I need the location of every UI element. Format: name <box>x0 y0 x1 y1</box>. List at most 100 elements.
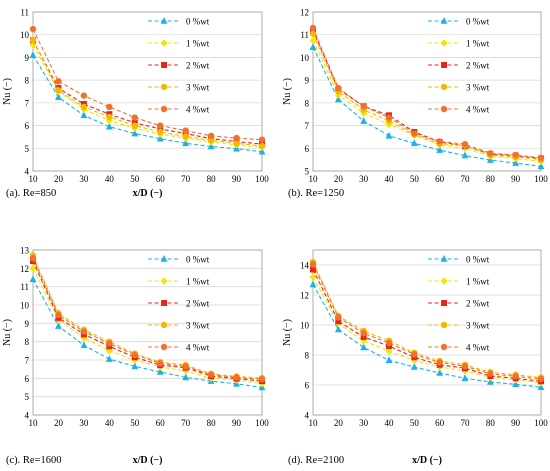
data-point <box>258 147 266 155</box>
legend-marker <box>441 62 447 68</box>
data-point <box>29 275 37 283</box>
legend-marker <box>160 321 168 329</box>
x-tick-label: 100 <box>255 174 269 184</box>
data-point <box>360 334 367 340</box>
series-line <box>32 268 263 385</box>
x-axis-label: x/D (−) <box>412 455 442 466</box>
data-point <box>410 363 418 370</box>
y-tick-label: 9 <box>305 76 310 86</box>
plot-frame <box>312 249 542 416</box>
series-line <box>32 44 263 148</box>
x-tick-label: 70 <box>461 174 471 184</box>
legend-marker <box>161 62 167 68</box>
data-point <box>29 264 37 273</box>
y-tick-label: 5 <box>25 144 30 154</box>
data-point <box>537 154 545 162</box>
y-tick-label: 10 <box>300 53 310 63</box>
x-tick-label: 70 <box>181 174 191 184</box>
data-point <box>182 363 189 370</box>
data-point <box>182 139 190 147</box>
data-point <box>131 114 138 121</box>
data-point <box>106 113 113 121</box>
x-axis-label: x/D (−) <box>133 188 163 199</box>
legend-label: 4 %wt <box>186 343 210 353</box>
legend-label: 3 %wt <box>466 83 490 93</box>
y-tick-label: 11 <box>20 282 29 292</box>
data-point <box>80 103 88 111</box>
data-point <box>233 140 240 147</box>
legend-marker <box>440 17 448 24</box>
data-point <box>461 151 469 159</box>
data-point <box>131 129 139 137</box>
data-point <box>309 36 317 45</box>
series-line <box>32 40 263 145</box>
data-point <box>309 43 317 51</box>
data-point <box>360 103 367 110</box>
data-point <box>106 340 113 347</box>
data-point <box>310 266 316 273</box>
legend-marker <box>440 39 448 47</box>
legend-marker <box>161 300 167 306</box>
x-tick-label: 100 <box>534 174 548 184</box>
data-point <box>80 341 88 349</box>
legend-label: 3 %wt <box>466 321 490 331</box>
data-point <box>157 128 164 136</box>
x-tick-label: 60 <box>435 174 445 184</box>
legend-marker <box>440 83 448 91</box>
series-line <box>312 269 542 382</box>
x-tick-label: 10 <box>29 174 39 184</box>
data-point <box>486 378 494 385</box>
data-point <box>55 311 62 319</box>
series-line <box>312 261 542 379</box>
data-point <box>309 30 317 37</box>
data-point <box>55 93 62 100</box>
data-point <box>55 78 62 85</box>
y-tick-label: 8 <box>305 98 310 108</box>
data-point <box>105 347 113 355</box>
series-line <box>32 28 263 141</box>
x-tick-label: 80 <box>486 174 496 184</box>
legend-label: 2 %wt <box>186 61 210 71</box>
data-point <box>258 376 266 383</box>
data-point <box>461 140 469 148</box>
y-tick-label: 4 <box>25 167 30 177</box>
data-point <box>385 347 393 356</box>
legend-label: 3 %wt <box>186 83 210 93</box>
x-tick-label: 90 <box>511 418 521 428</box>
y-axis-label: Nu (−) <box>2 78 13 105</box>
series-line <box>312 27 542 159</box>
series-line <box>312 46 542 168</box>
y-tick-label: 6 <box>25 121 30 131</box>
data-point <box>385 339 393 347</box>
data-point <box>29 37 37 44</box>
panel-label: (a). Re=850 <box>6 188 56 199</box>
y-tick-label: 8 <box>305 351 310 361</box>
series-line <box>312 33 542 161</box>
y-tick-label: 10 <box>300 321 310 331</box>
data-point <box>207 137 215 144</box>
y-tick-label: 4 <box>25 411 30 421</box>
x-tick-label: 60 <box>435 418 445 428</box>
data-point <box>182 133 189 140</box>
x-tick-label: 90 <box>232 418 242 428</box>
y-tick-label: 6 <box>305 381 310 391</box>
data-point <box>385 131 393 139</box>
data-point <box>334 95 342 103</box>
series-line <box>312 284 542 388</box>
data-point <box>512 151 519 159</box>
legend-marker <box>160 105 168 113</box>
data-point <box>411 130 418 137</box>
x-tick-label: 20 <box>54 174 64 184</box>
legend-label: 0 %wt <box>186 17 210 27</box>
data-point <box>335 84 342 92</box>
data-point <box>309 24 317 32</box>
data-point <box>436 146 444 153</box>
data-point <box>29 25 37 33</box>
series-line <box>32 255 263 379</box>
data-point <box>537 162 545 170</box>
y-tick-label: 9 <box>25 319 30 329</box>
data-point <box>207 132 215 139</box>
legend-label: 0 %wt <box>466 17 490 27</box>
x-tick-label: 100 <box>534 418 548 428</box>
data-point <box>334 325 342 333</box>
